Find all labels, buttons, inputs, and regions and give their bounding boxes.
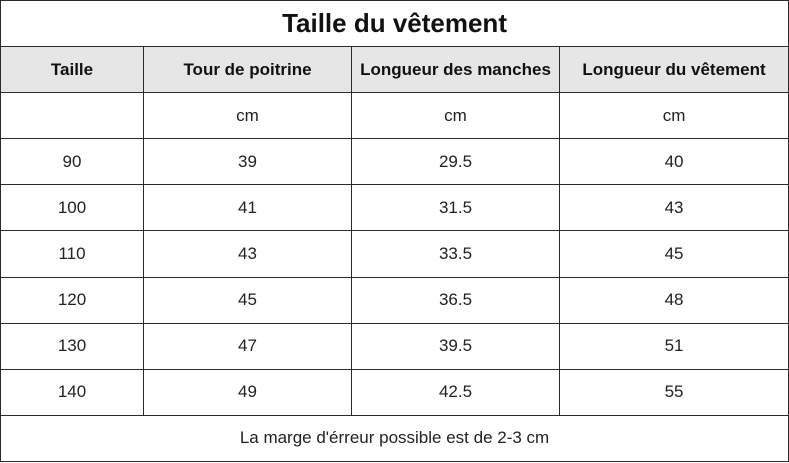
chest-cell: 41 bbox=[143, 184, 352, 232]
size-cell: 120 bbox=[0, 276, 144, 324]
sleeve-length-cell: 29.5 bbox=[351, 138, 560, 186]
units-row: cm cm cm bbox=[0, 92, 789, 140]
table-row: 140 49 42.5 55 bbox=[0, 368, 789, 416]
chest-cell: 43 bbox=[143, 230, 352, 278]
unit-cell-garment-length: cm bbox=[558, 92, 789, 140]
garment-length-cell: 55 bbox=[558, 368, 789, 416]
table-row: 130 47 39.5 51 bbox=[0, 322, 789, 370]
table-row: 100 41 31.5 43 bbox=[0, 184, 789, 232]
table-row: 120 45 36.5 48 bbox=[0, 276, 789, 324]
garment-length-cell: 45 bbox=[558, 230, 789, 278]
sleeve-length-cell: 33.5 bbox=[351, 230, 560, 278]
garment-length-cell: 51 bbox=[558, 322, 789, 370]
table-title: Taille du vêtement bbox=[0, 0, 789, 48]
chest-cell: 47 bbox=[143, 322, 352, 370]
unit-cell-chest: cm bbox=[143, 92, 352, 140]
garment-length-cell: 48 bbox=[558, 276, 789, 324]
column-header-garment-length: Longueur du vêtement bbox=[558, 46, 789, 94]
size-cell: 100 bbox=[0, 184, 144, 232]
garment-length-cell: 40 bbox=[558, 138, 789, 186]
title-row: Taille du vêtement bbox=[0, 0, 789, 48]
footer-row: La marge d'érreur possible est de 2-3 cm bbox=[0, 414, 789, 463]
chest-cell: 39 bbox=[143, 138, 352, 186]
header-row: Taille Tour de poitrine Longueur des man… bbox=[0, 46, 789, 94]
size-cell: 90 bbox=[0, 138, 144, 186]
unit-cell-size bbox=[0, 92, 144, 140]
sleeve-length-cell: 36.5 bbox=[351, 276, 560, 324]
size-cell: 130 bbox=[0, 322, 144, 370]
table-row: 110 43 33.5 45 bbox=[0, 230, 789, 278]
size-cell: 110 bbox=[0, 230, 144, 278]
column-header-size: Taille bbox=[0, 46, 144, 94]
column-header-chest: Tour de poitrine bbox=[143, 46, 352, 94]
sleeve-length-cell: 39.5 bbox=[351, 322, 560, 370]
column-header-sleeve-length: Longueur des manches bbox=[351, 46, 560, 94]
sleeve-length-cell: 31.5 bbox=[351, 184, 560, 232]
sleeve-length-cell: 42.5 bbox=[351, 368, 560, 416]
table-row: 90 39 29.5 40 bbox=[0, 138, 789, 186]
tolerance-note: La marge d'érreur possible est de 2-3 cm bbox=[0, 414, 789, 463]
chest-cell: 45 bbox=[143, 276, 352, 324]
garment-length-cell: 43 bbox=[558, 184, 789, 232]
chest-cell: 49 bbox=[143, 368, 352, 416]
unit-cell-sleeve-length: cm bbox=[351, 92, 560, 140]
size-cell: 140 bbox=[0, 368, 144, 416]
